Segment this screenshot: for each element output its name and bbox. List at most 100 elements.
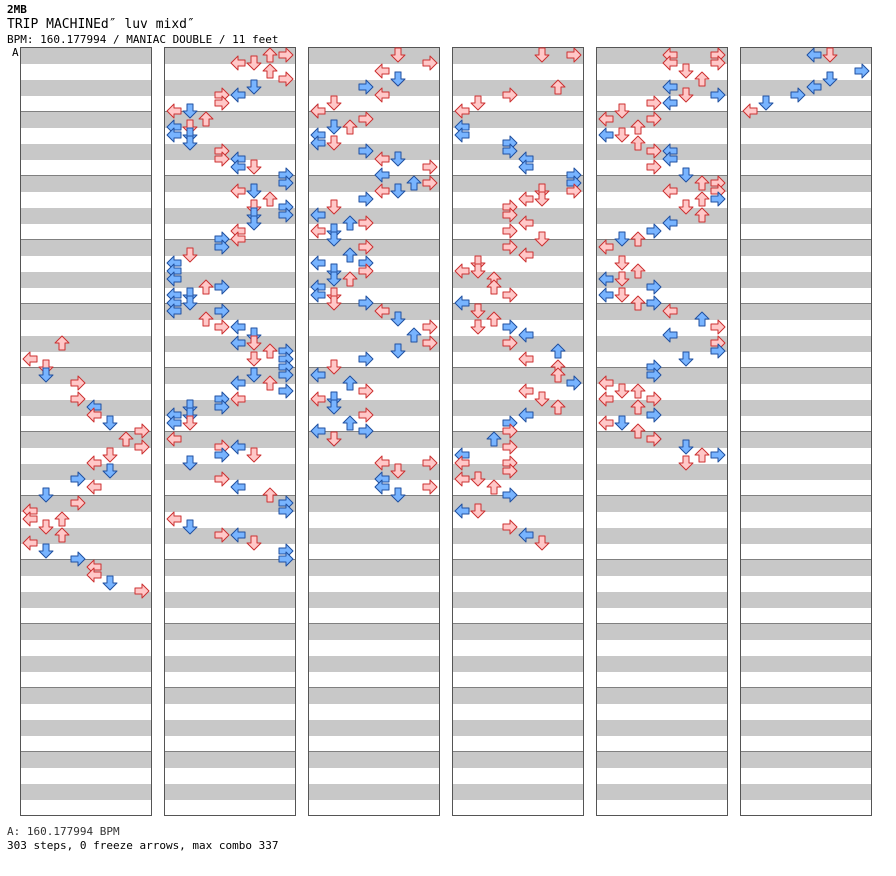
arrow-down-icon (326, 119, 342, 135)
beat-band (165, 336, 295, 352)
beat-band (597, 624, 727, 640)
arrow-left-icon (454, 103, 470, 119)
arrow-left-icon (662, 151, 678, 167)
arrow-up-icon (630, 383, 646, 399)
measure-line (741, 495, 871, 496)
arrow-down-icon (614, 127, 630, 143)
beat-band (453, 112, 583, 128)
arrow-right-icon (422, 175, 438, 191)
arrow-right-icon (134, 423, 150, 439)
arrow-left-icon (310, 255, 326, 271)
arrow-left-icon (662, 79, 678, 95)
beat-band (453, 336, 583, 352)
beat-band (309, 752, 439, 768)
arrow-up-icon (342, 415, 358, 431)
arrow-right-icon (502, 239, 518, 255)
arrow-right-icon (214, 239, 230, 255)
beat-band (21, 528, 151, 544)
measure-line (309, 175, 439, 176)
arrow-left-icon (166, 127, 182, 143)
measure-line (453, 367, 583, 368)
measure-line (21, 559, 151, 560)
arrow-right-icon (502, 223, 518, 239)
arrow-up-icon (342, 375, 358, 391)
beat-band (165, 208, 295, 224)
arrow-up-icon (630, 263, 646, 279)
beat-band (165, 560, 295, 576)
arrow-left-icon (166, 271, 182, 287)
arrow-left-icon (518, 247, 534, 263)
arrow-left-icon (518, 191, 534, 207)
beat-band (21, 592, 151, 608)
arrow-left-icon (310, 207, 326, 223)
arrow-right-icon (710, 447, 726, 463)
arrow-left-icon (230, 87, 246, 103)
arrow-up-icon (262, 375, 278, 391)
beat-band (741, 112, 871, 128)
beat-band (597, 592, 727, 608)
arrow-down-icon (326, 95, 342, 111)
arrow-down-icon (326, 135, 342, 151)
beat-band (453, 48, 583, 64)
beat-band (741, 80, 871, 96)
arrow-left-icon (662, 215, 678, 231)
arrow-down-icon (390, 487, 406, 503)
measure-line (21, 495, 151, 496)
arrow-left-icon (166, 303, 182, 319)
arrow-right-icon (278, 71, 294, 87)
measure-line (309, 303, 439, 304)
arrow-right-icon (358, 79, 374, 95)
measure-line (21, 239, 151, 240)
arrow-left-icon (230, 231, 246, 247)
measure-line (597, 687, 727, 688)
arrow-left-icon (310, 423, 326, 439)
arrow-up-icon (486, 279, 502, 295)
arrow-up-icon (118, 431, 134, 447)
arrow-down-icon (470, 503, 486, 519)
beat-band (741, 144, 871, 160)
beat-band (741, 464, 871, 480)
arrow-right-icon (134, 583, 150, 599)
beat-band (309, 656, 439, 672)
beat-band (165, 400, 295, 416)
beat-band (309, 624, 439, 640)
beat-band (165, 48, 295, 64)
arrow-down-icon (182, 135, 198, 151)
measure-line (453, 495, 583, 496)
arrow-left-icon (518, 407, 534, 423)
beat-band (741, 496, 871, 512)
beat-band (453, 720, 583, 736)
measure-line (309, 431, 439, 432)
arrow-up-icon (342, 271, 358, 287)
arrow-left-icon (806, 79, 822, 95)
arrow-down-icon (246, 55, 262, 71)
arrow-down-icon (390, 151, 406, 167)
beat-band (597, 240, 727, 256)
measure-line (741, 751, 871, 752)
measure-line (597, 495, 727, 496)
arrow-right-icon (278, 551, 294, 567)
beat-band (741, 784, 871, 800)
arrow-left-icon (86, 407, 102, 423)
arrow-left-icon (374, 479, 390, 495)
arrow-right-icon (790, 87, 806, 103)
arrow-left-icon (310, 367, 326, 383)
measure-line (741, 239, 871, 240)
arrow-up-icon (694, 175, 710, 191)
beat-band (309, 304, 439, 320)
arrow-right-icon (214, 471, 230, 487)
beat-band (309, 688, 439, 704)
beat-band (309, 432, 439, 448)
bpm-summary: BPM: 160.177994 / MANIAC DOUBLE / 11 fee… (7, 33, 279, 46)
beat-band (165, 752, 295, 768)
arrow-right-icon (278, 175, 294, 191)
arrow-left-icon (310, 287, 326, 303)
arrow-left-icon (454, 471, 470, 487)
beat-band (165, 496, 295, 512)
arrow-right-icon (422, 319, 438, 335)
arrow-left-icon (454, 295, 470, 311)
arrow-right-icon (278, 207, 294, 223)
arrow-down-icon (614, 103, 630, 119)
measure-line (741, 111, 871, 112)
beat-band (165, 272, 295, 288)
